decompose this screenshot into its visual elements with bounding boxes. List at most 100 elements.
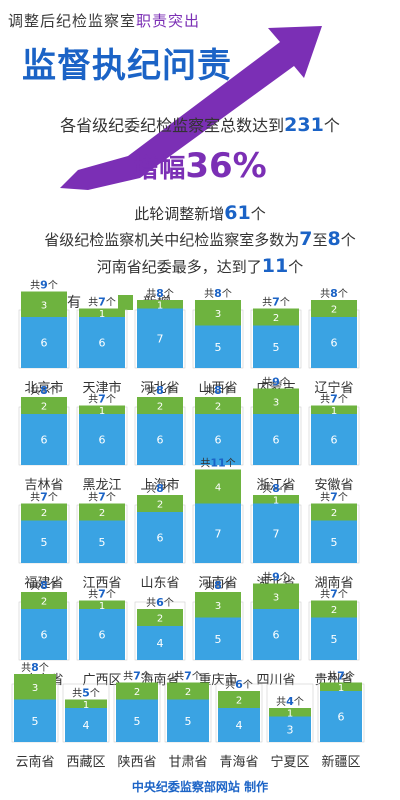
bar-existing [79,520,125,563]
category-label: 天津市 [82,380,121,396]
bar-existing-label: 6 [273,434,280,447]
stat-range-line: 省级纪检监察机关中纪检监察室多数为7至8个 [0,228,400,250]
bar-existing [311,317,357,368]
bar-added [79,405,125,414]
bar-existing-label: 6 [338,711,345,724]
footer-credit: 中央纪委监察部网站 制作 [131,780,269,794]
bar-existing-label: 6 [331,434,338,447]
bar-total-label: 共7个 [88,588,116,601]
bar-added [79,308,125,317]
bar-existing-label: 6 [41,337,48,350]
bar-total-label: 共7个 [174,670,202,683]
bar-total-label: 共7个 [88,393,116,406]
bar-total-label: 共8个 [21,661,49,674]
bar-added [137,495,183,512]
stat-max-pre: 河南省纪委最多，达到了 [96,258,262,276]
header: 调整后纪检监察室职责突出 监督执纪问责 各省级纪委纪检监察室总数达到231个 增… [0,0,400,285]
bar-added-label: 2 [215,402,221,413]
bar-added [79,503,125,521]
bar-added [195,397,241,414]
arrow-shape [60,26,322,190]
bar-existing [311,414,357,465]
bar-added [195,592,241,618]
bar-added-label: 3 [215,601,221,612]
bar-total-label: 共8个 [204,287,232,300]
bar-added-label: 1 [287,708,293,719]
kicker-title: 调整后纪检监察室职责突出 [8,10,200,31]
category-label: 山东省 [140,576,179,591]
bar-added-label: 2 [331,508,337,519]
bar-total-label: 共8个 [320,287,348,300]
bar-existing-label: 5 [331,536,338,549]
bar-existing [253,325,299,368]
bar-added [320,682,362,691]
category-label: 湖南省 [314,575,353,591]
category-label: 云南省 [15,754,54,770]
bar-total-label: 共9个 [262,571,290,584]
category-label: 山西省 [198,381,237,396]
bar-added-label: 3 [215,309,221,320]
bar-existing [14,699,56,742]
bar-added-label: 2 [157,402,163,413]
bar-added [311,600,357,618]
bar-added-label: 2 [236,696,242,707]
bar-added [14,674,56,700]
bar-added-label: 2 [273,313,279,324]
stat-new-line: 此轮调整新增61个 [0,202,400,224]
bar-existing [137,512,183,563]
bar-added-label: 2 [41,402,47,413]
stat-total-number: 231 [284,114,324,136]
bar-added-label: 1 [338,683,344,694]
headline: 监督执纪问责 [22,46,232,86]
stat-growth-pre: 增幅 [133,154,186,184]
bar-existing [79,609,125,660]
bar-added [137,397,183,414]
bar-total-label: 共11个 [200,457,235,470]
category-label: 陕西省 [117,755,156,770]
bar-added [253,495,299,504]
bar-existing [79,317,125,368]
stat-total-line: 各省级纪委纪检监察室总数达到231个 [0,112,400,136]
bar-existing [269,716,311,742]
bar-existing [253,609,299,660]
growth-arrow-icon [60,26,322,190]
bar-existing-label: 5 [99,536,106,549]
stat-range-post: 个 [340,231,356,249]
bar-added-label: 3 [41,300,47,311]
bar-added-label: 1 [83,700,89,711]
bar-existing [167,699,209,742]
bar-existing [311,617,357,660]
bar-existing [137,626,183,660]
bar-added [79,600,125,609]
bar-total-label: 共9个 [30,279,58,292]
bar-existing [195,617,241,660]
bar-total-label: 共5个 [72,687,100,700]
stat-range-min: 7 [299,228,313,250]
bar-added [195,300,241,326]
category-label: 辽宁省 [314,380,353,396]
bar-existing-label: 5 [41,536,48,549]
bar-existing-label: 5 [134,715,141,728]
bar-existing [218,708,260,742]
bar-total-label: 共8个 [146,287,174,300]
stat-new-pre: 此轮调整新增 [134,205,225,223]
bar-added-label: 1 [157,300,163,311]
bar-added [269,708,311,717]
bar-existing [253,414,299,465]
bar-added-label: 1 [331,406,337,417]
bar-total-label: 共8个 [262,482,290,495]
bar-added [253,308,299,326]
legend-swatch-added [118,294,133,310]
bar-added [311,503,357,521]
bar-existing-label: 5 [215,633,222,646]
bar-total-label: 共7个 [262,296,290,309]
bar-existing-label: 6 [157,434,164,447]
bar-added-label: 2 [331,305,337,316]
bar-total-label: 共7个 [320,588,348,601]
bar-existing-label: 7 [215,527,222,540]
category-label: 西藏区 [66,755,105,770]
bar-existing [311,520,357,563]
bar-existing [21,520,67,563]
bar-existing [21,414,67,465]
bar-added-label: 1 [99,601,105,612]
